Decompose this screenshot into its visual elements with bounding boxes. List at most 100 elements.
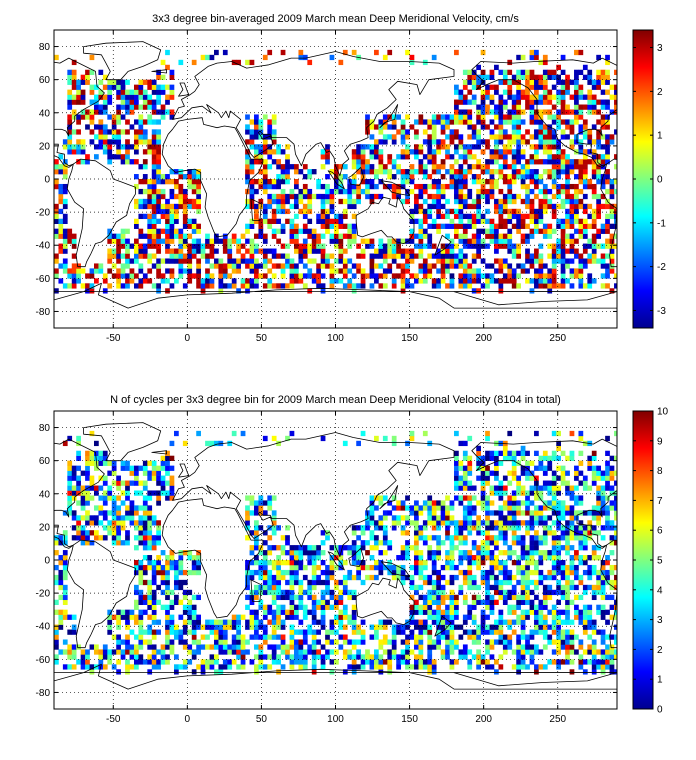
bin-cell xyxy=(565,124,570,130)
bin-cell xyxy=(134,470,139,476)
bin-cell xyxy=(200,634,206,640)
bin-cell xyxy=(489,629,495,635)
bin-cell xyxy=(582,159,588,165)
bin-cell xyxy=(227,283,233,289)
bin-cell xyxy=(574,69,579,75)
bin-cell xyxy=(525,510,530,516)
bin-cell xyxy=(511,535,517,541)
bin-cell xyxy=(156,159,161,165)
bin-cell xyxy=(156,139,161,145)
bin-cell xyxy=(427,208,433,215)
bin-cell xyxy=(116,525,121,531)
bin-cell xyxy=(494,208,499,215)
bin-cell xyxy=(551,624,557,630)
bin-cell xyxy=(311,644,317,650)
bin-cell xyxy=(520,634,526,640)
bin-cell xyxy=(387,500,393,506)
bin-cell xyxy=(102,535,108,541)
bin-cell xyxy=(58,649,64,655)
bin-cell xyxy=(338,268,344,274)
bin-cell xyxy=(578,278,584,284)
bin-cell xyxy=(196,208,201,215)
bin-cell xyxy=(431,223,437,229)
bin-cell xyxy=(409,619,415,625)
bin-cell xyxy=(267,248,273,254)
bin-cell xyxy=(240,233,246,239)
bin-cell xyxy=(222,248,228,254)
bin-cell xyxy=(414,644,419,650)
bin-cell xyxy=(516,569,521,576)
bin-cell xyxy=(111,238,117,244)
bin-cell xyxy=(462,649,468,655)
bin-cell xyxy=(516,208,521,215)
bin-cell xyxy=(316,213,321,220)
bin-cell xyxy=(267,569,273,576)
bin-cell xyxy=(294,228,299,234)
bin-cell xyxy=(458,169,464,175)
bin-cell xyxy=(320,569,326,576)
bin-cell xyxy=(391,124,397,130)
bin-cell xyxy=(551,114,557,120)
bin-cell xyxy=(289,594,295,601)
bin-cell xyxy=(182,223,188,229)
bin-cell xyxy=(507,144,513,150)
bin-cell xyxy=(151,164,157,170)
bin-cell xyxy=(71,485,77,491)
bin-cell xyxy=(467,455,473,461)
bin-cell xyxy=(534,183,539,190)
bin-cell xyxy=(565,218,570,224)
bin-cell xyxy=(307,560,313,566)
bin-cell xyxy=(209,654,215,660)
bin-cell xyxy=(156,490,161,496)
bin-cell xyxy=(262,614,268,620)
bin-cell xyxy=(156,188,161,195)
bin-cell xyxy=(445,550,450,556)
bin-cell xyxy=(147,470,153,476)
bin-cell xyxy=(400,639,406,645)
bin-cell xyxy=(89,273,95,279)
bin-cell xyxy=(289,273,295,279)
bin-cell xyxy=(120,480,126,486)
bin-cell xyxy=(471,258,477,264)
bin-cell xyxy=(316,248,321,254)
bin-cell xyxy=(351,629,357,635)
bin-cell xyxy=(525,139,530,145)
bin-cell xyxy=(436,525,441,531)
bin-cell xyxy=(431,193,437,200)
bin-cell xyxy=(418,624,424,630)
bin-cell xyxy=(258,248,264,254)
bin-cell xyxy=(267,609,273,615)
bin-cell xyxy=(76,84,81,90)
bin-cell xyxy=(378,238,384,244)
bin-cell xyxy=(396,169,401,175)
bin-cell xyxy=(67,228,73,234)
bin-cell xyxy=(400,530,406,536)
bin-cell xyxy=(489,564,495,571)
bin-cell xyxy=(182,639,188,645)
bin-cell xyxy=(360,540,366,546)
bin-cell xyxy=(449,238,455,244)
bin-cell xyxy=(151,515,157,521)
bin-cell xyxy=(609,223,615,229)
panel-1-title: 3x3 degree bin-averaged 2009 March mean … xyxy=(152,13,519,25)
bin-cell xyxy=(396,253,401,259)
bin-cell xyxy=(520,569,526,576)
bin-cell xyxy=(440,629,446,635)
bin-cell xyxy=(489,218,495,224)
bin-cell xyxy=(511,594,517,601)
bin-cell xyxy=(245,248,250,254)
bin-cell xyxy=(614,69,617,75)
bin-cell xyxy=(556,188,561,195)
bin-cell xyxy=(365,564,370,571)
bin-cell xyxy=(600,258,606,264)
bin-cell xyxy=(320,589,326,596)
bin-cell xyxy=(342,188,348,195)
bin-cell xyxy=(298,564,304,571)
bin-cell xyxy=(62,258,68,264)
bin-cell xyxy=(338,619,344,625)
bin-cell xyxy=(249,253,255,259)
bin-cell xyxy=(507,510,513,516)
bin-cell xyxy=(605,273,610,279)
bin-cell xyxy=(454,104,459,110)
bin-cell xyxy=(454,644,459,650)
